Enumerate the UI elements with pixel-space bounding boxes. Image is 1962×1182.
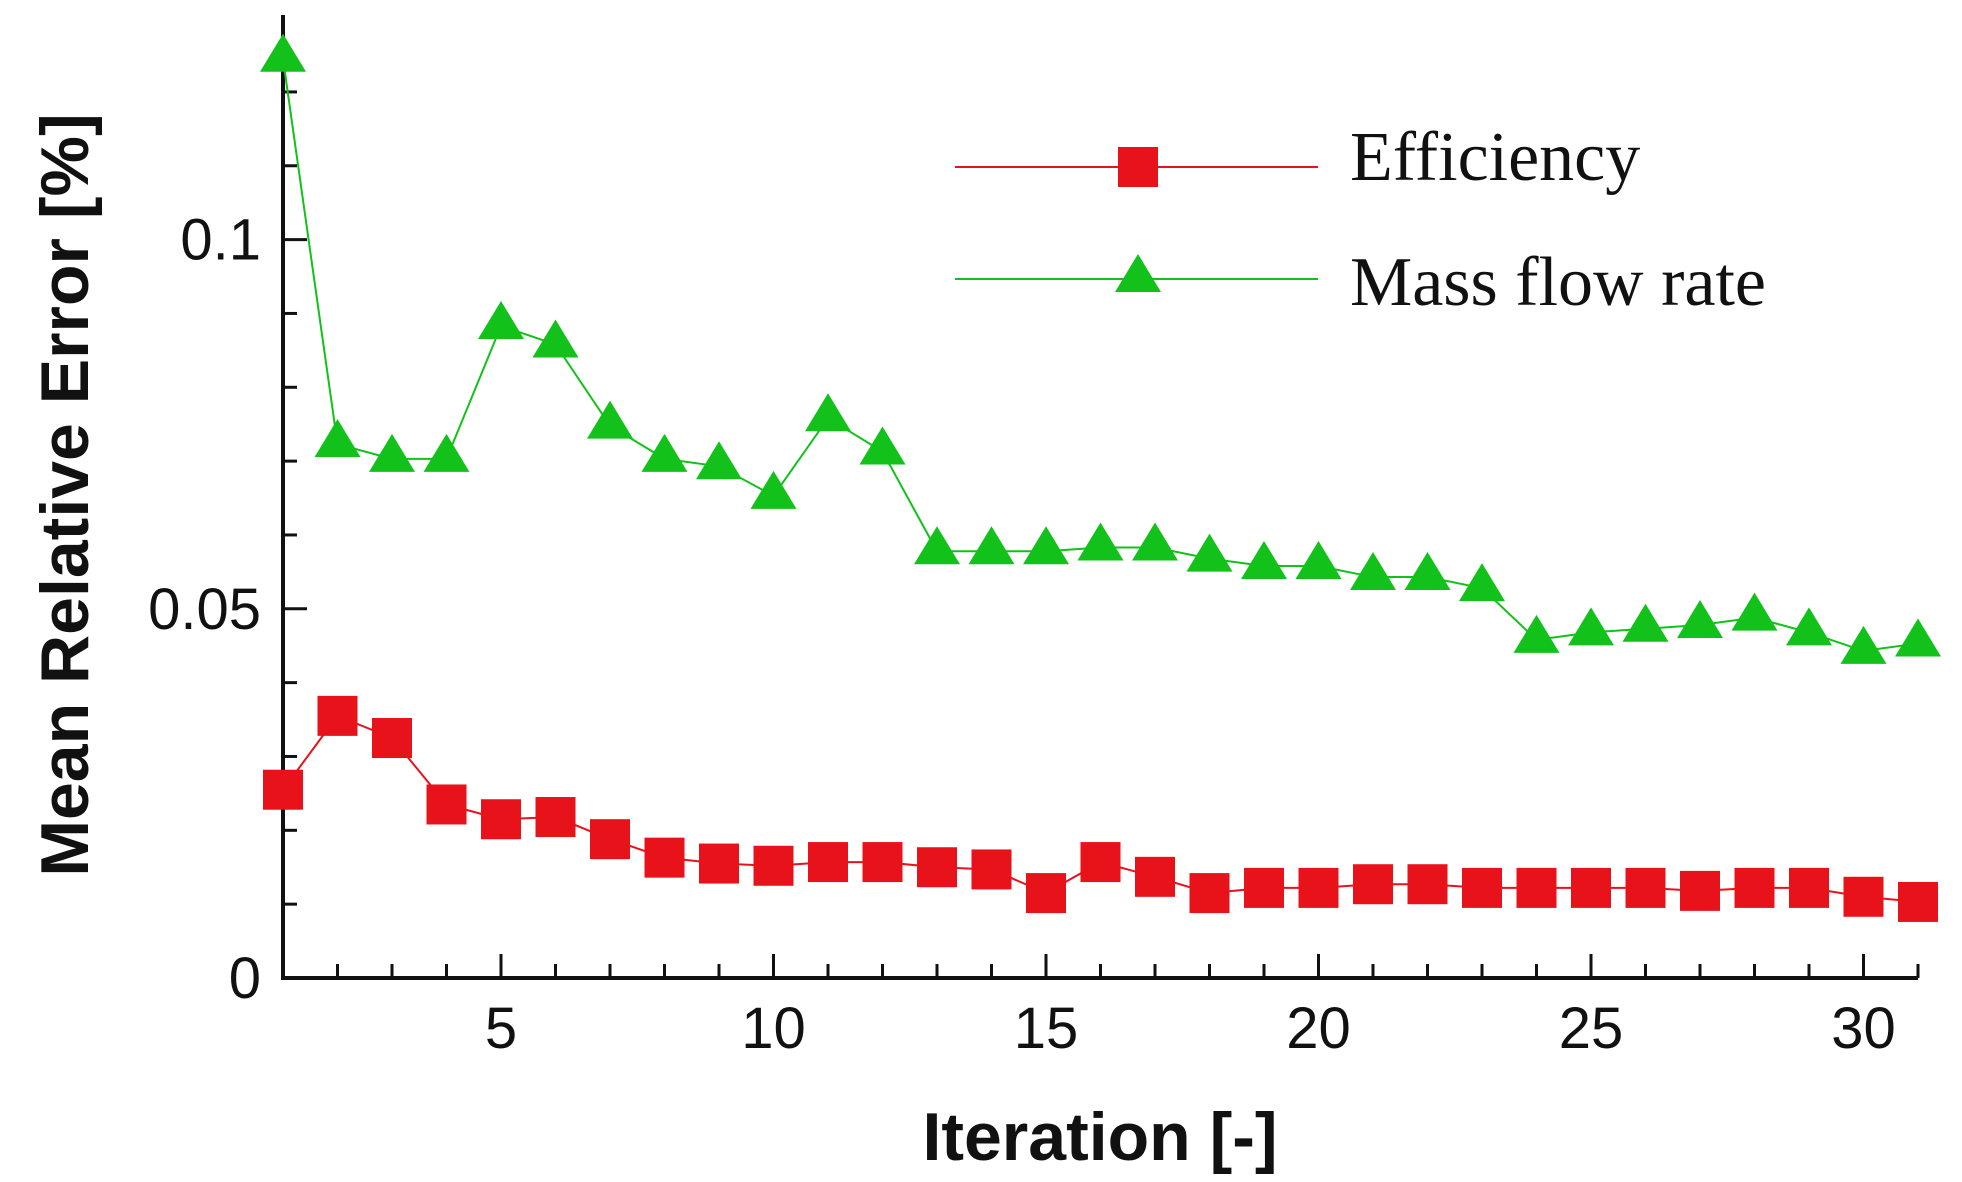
data-point-mass-flow-rate (1840, 625, 1887, 664)
data-point-efficiency (1135, 856, 1175, 897)
data-point-mass-flow-rate (750, 470, 797, 509)
data-point-mass-flow-rate (1132, 522, 1178, 561)
data-point-efficiency (699, 843, 739, 884)
data-point-efficiency (1680, 870, 1720, 911)
data-point-efficiency (808, 842, 848, 883)
data-point-mass-flow-rate (423, 433, 470, 472)
data-point-efficiency (862, 842, 903, 883)
data-point-mass-flow-rate (968, 526, 1015, 565)
data-point-efficiency (590, 819, 630, 860)
data-point-mass-flow-rate (1786, 607, 1832, 646)
y-tick-label: 0.1 (180, 208, 261, 273)
legend-label-mass-flow-rate: Mass flow rate (1350, 244, 1766, 321)
data-point-mass-flow-rate (1513, 614, 1560, 653)
y-tick-label: 0 (229, 946, 261, 1011)
data-point-efficiency (372, 718, 412, 759)
data-point-mass-flow-rate (641, 433, 688, 472)
data-point-efficiency (1244, 867, 1284, 908)
x-tick-label: 10 (741, 996, 806, 1061)
series-line-mass-flow-rate (282, 58, 1919, 652)
data-point-mass-flow-rate (1622, 603, 1669, 642)
x-tick-label: 20 (1286, 996, 1351, 1061)
data-point-efficiency (1189, 873, 1230, 914)
data-point-mass-flow-rate (587, 400, 633, 439)
x-tick-label: 25 (1559, 996, 1624, 1061)
data-point-mass-flow-rate (1023, 526, 1069, 565)
data-point-efficiency (753, 845, 794, 886)
data-point-mass-flow-rate (859, 426, 906, 465)
data-point-efficiency (481, 799, 521, 840)
ticks-layer: 5 10 15 20 25 30 0 0.05 0.1 (148, 90, 1920, 1061)
data-point-efficiency (1516, 867, 1557, 908)
x-tick-label: 5 (485, 996, 517, 1061)
data-point-mass-flow-rate (1350, 552, 1396, 591)
data-point-efficiency (644, 837, 685, 878)
data-point-efficiency (263, 769, 303, 810)
legend-marker-mass-flow-rate (1115, 254, 1161, 292)
data-point-efficiency (1898, 881, 1938, 922)
data-point-mass-flow-rate (532, 319, 579, 358)
data-point-mass-flow-rate (1677, 600, 1723, 639)
data-point-mass-flow-rate (260, 33, 306, 72)
data-point-efficiency (317, 695, 358, 736)
x-tick-label: 30 (1831, 996, 1896, 1061)
legend-marker-efficiency (1118, 147, 1158, 187)
data-point-efficiency (1353, 864, 1393, 905)
data-point-mass-flow-rate (1731, 592, 1778, 631)
data-point-efficiency (535, 797, 576, 838)
data-point-mass-flow-rate (1895, 618, 1941, 657)
data-point-mass-flow-rate (1241, 540, 1287, 579)
data-point-efficiency (971, 849, 1012, 890)
data-point-mass-flow-rate (1077, 522, 1124, 561)
data-point-mass-flow-rate (369, 433, 415, 472)
data-point-mass-flow-rate (1186, 533, 1233, 572)
data-point-mass-flow-rate (1295, 540, 1342, 579)
data-point-efficiency (917, 847, 957, 888)
data-point-efficiency (426, 784, 467, 825)
data-point-mass-flow-rate (914, 526, 960, 565)
data-point-efficiency (1843, 876, 1884, 917)
data-point-efficiency (1462, 867, 1502, 908)
data-point-efficiency (1734, 867, 1775, 908)
data-point-efficiency (1407, 864, 1448, 905)
data-point-efficiency (1298, 867, 1339, 908)
legend-label-efficiency: Efficiency (1350, 119, 1640, 196)
data-point-mass-flow-rate (696, 441, 742, 480)
y-tick-label: 0.05 (148, 577, 261, 642)
x-axis-title: Iteration [-] (922, 1099, 1277, 1175)
data-point-mass-flow-rate (1404, 552, 1451, 591)
data-point-efficiency (1625, 867, 1666, 908)
x-tick-label: 15 (1014, 996, 1079, 1061)
legend: Efficiency Mass flow rate (955, 119, 1766, 321)
data-point-efficiency (1080, 842, 1121, 883)
data-point-mass-flow-rate (314, 419, 361, 458)
data-point-efficiency (1026, 873, 1066, 914)
y-axis-title: Mean Relative Error [%] (27, 113, 103, 876)
data-point-efficiency (1789, 867, 1829, 908)
data-point-mass-flow-rate (1568, 607, 1614, 646)
series-layer (260, 33, 1941, 922)
data-point-efficiency (1571, 867, 1611, 908)
data-point-mass-flow-rate (805, 393, 851, 432)
data-point-mass-flow-rate (1459, 563, 1505, 602)
data-point-mass-flow-rate (478, 300, 524, 339)
